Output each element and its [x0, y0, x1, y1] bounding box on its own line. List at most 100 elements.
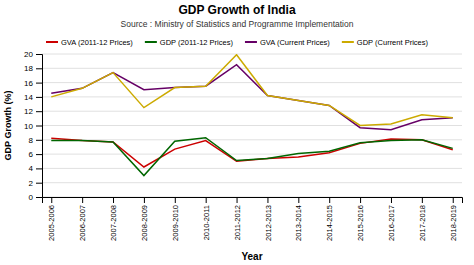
x-axis-title: Year [241, 251, 262, 262]
tick-mark [36, 140, 42, 141]
tick: 2015-2016 [356, 197, 365, 241]
x-axis: 2005-2006 2006-2007 2007-2008 2008-2009 2009… [43, 197, 463, 241]
tick-label: 2014-2015 [325, 205, 334, 241]
tick: 2016-2017 [387, 197, 396, 241]
tick-label: 12 [24, 107, 33, 116]
tick-mark [144, 197, 145, 203]
grid-line [42, 82, 462, 83]
y-axis-title: GDP Growth (%) [3, 91, 13, 161]
grid-line [42, 125, 462, 126]
line [51, 138, 452, 167]
tick-label: 2010-2011 [202, 205, 211, 240]
tick-label: 2011-2012 [233, 205, 242, 240]
tick: 2007-2008 [109, 197, 118, 241]
tick: 2018-2019 [449, 197, 458, 241]
tick-label: 2018-2019 [449, 205, 458, 241]
tick-mark [206, 197, 207, 203]
line [51, 138, 452, 176]
tick-mark [36, 54, 42, 55]
tick-mark [36, 83, 42, 84]
grid-line [42, 96, 462, 97]
tick: 2011-2012 [233, 197, 242, 240]
legend-label: GVA (Current Prices) [260, 38, 330, 47]
tick: 2013-2014 [294, 197, 303, 241]
legend-swatch [245, 41, 257, 43]
tick: 4 [29, 164, 42, 173]
tick-label: 16 [24, 79, 33, 88]
tick-mark [267, 197, 268, 203]
tick-mark [422, 197, 423, 203]
legend-label: GDP (Current Prices) [357, 38, 429, 47]
tick-label: 4 [29, 164, 34, 173]
subtitle: Source : Ministry of Statistics and Prog… [121, 19, 354, 29]
tick: 14 [24, 93, 42, 102]
tick-label: 10 [24, 122, 33, 131]
grid-line [42, 54, 462, 55]
tick: 6 [29, 150, 42, 159]
legend-swatch [145, 41, 157, 43]
tick: 2017-2018 [418, 197, 427, 241]
tick-mark [298, 197, 299, 203]
tick: 18 [24, 64, 42, 73]
grid-line [42, 111, 462, 112]
grid-line [42, 154, 462, 155]
y-axis: 0 2 4 6 8 10 12 14 16 18 20 [24, 50, 42, 202]
axis-line [36, 55, 43, 198]
tick-label: 2008-2009 [140, 205, 149, 241]
tick: 10 [24, 122, 42, 131]
legend-item: GDP (2011-12 Prices) [145, 38, 234, 47]
grid [42, 54, 462, 197]
tick-label: 18 [24, 64, 33, 73]
tick-label: 2005-2006 [47, 205, 56, 241]
tick: 2006-2007 [78, 197, 87, 241]
legend-label: GVA (2011-12 Prices) [61, 38, 133, 47]
tick-label: 2006-2007 [78, 205, 87, 241]
tick-mark [51, 197, 52, 203]
tick: 2009-2010 [171, 197, 180, 241]
tick: 2005-2006 [47, 197, 56, 241]
tick-label: 2013-2014 [294, 205, 303, 241]
grid-line [42, 68, 462, 69]
tick: 2008-2009 [140, 197, 149, 241]
tick: 2012-2013 [264, 197, 273, 241]
tick: 12 [24, 107, 42, 116]
tick-mark [36, 168, 42, 169]
tick: 8 [29, 136, 42, 145]
grid-line [42, 168, 462, 169]
tick-mark [36, 111, 42, 112]
tick-mark [36, 183, 42, 184]
tick-label: 2007-2008 [109, 205, 118, 241]
plot: 0 2 4 6 8 10 12 14 16 18 20 2005-2006 2006-2007 2007-… [24, 50, 462, 241]
tick-label: 8 [29, 136, 34, 145]
tick: 0 [29, 193, 42, 202]
chart: GDP Growth of IndiaSource : Ministry of … [0, 0, 474, 265]
legend-item: GVA (Current Prices) [245, 38, 330, 47]
lines [51, 55, 452, 176]
tick-mark [36, 97, 42, 98]
tick: 2010-2011 [202, 197, 211, 240]
tick-mark [113, 197, 114, 203]
tick-label: 6 [29, 150, 34, 159]
tick-label: 2015-2016 [356, 205, 365, 241]
tick: 20 [24, 50, 42, 59]
legend-item: GDP (Current Prices) [342, 38, 429, 47]
tick-mark [391, 197, 392, 203]
tick-mark [36, 68, 42, 69]
tick-label: 20 [24, 50, 33, 59]
tick-label: 0 [29, 193, 34, 202]
tick-mark [453, 197, 454, 203]
tick-mark [36, 197, 42, 198]
tick-mark [237, 197, 238, 203]
tick-label: 2009-2010 [171, 205, 180, 241]
axis-line [43, 198, 463, 204]
legend-swatch [46, 41, 58, 43]
tick-mark [175, 197, 176, 203]
line [51, 55, 452, 126]
tick-label: 2017-2018 [418, 205, 427, 241]
legend-item: GVA (2011-12 Prices) [46, 38, 133, 47]
grid-line [42, 182, 462, 183]
tick: 2 [29, 179, 42, 188]
legend-swatch [342, 41, 354, 43]
legend-label: GDP (2011-12 Prices) [160, 38, 234, 47]
tick-label: 2012-2013 [264, 205, 273, 241]
